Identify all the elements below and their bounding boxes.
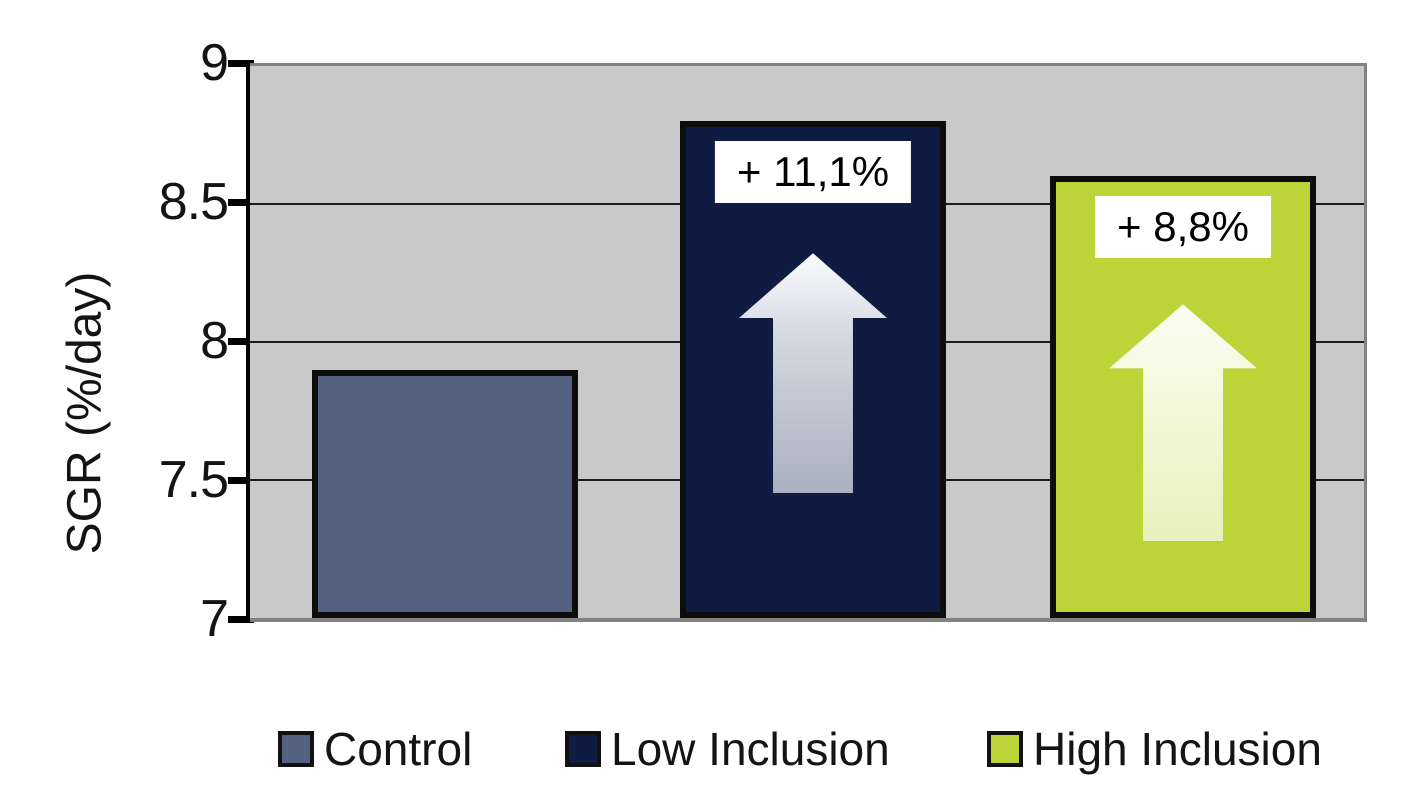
y-tick-label: 7.5 (158, 451, 229, 509)
legend-label-high-inclusion: High Inclusion (1033, 723, 1322, 775)
annotation-low-inclusion: + 11,1% (714, 141, 912, 204)
legend-item-high-inclusion: High Inclusion (987, 722, 1322, 776)
annotation-high-inclusion: + 8,8% (1095, 196, 1271, 259)
legend-item-control: Control (278, 722, 472, 776)
y-axis-tick (228, 616, 254, 623)
legend-item-low-inclusion: Low Inclusion (565, 722, 890, 776)
bar-low-inclusion: + 11,1% (680, 121, 946, 618)
y-tick-label: 8 (200, 312, 229, 370)
y-axis-tick (228, 60, 254, 67)
legend-swatch-control (278, 731, 314, 767)
legend-swatch-low-inclusion (565, 731, 601, 767)
bar-control (312, 369, 578, 618)
up-arrow-icon (1109, 304, 1257, 542)
plot-area: + 11,1% + 8,8% (250, 63, 1367, 622)
y-axis-tick (228, 199, 254, 206)
bar-high-inclusion: + 8,8% (1050, 176, 1316, 618)
y-axis-tick (228, 477, 254, 484)
up-arrow-icon (739, 253, 887, 494)
legend-swatch-high-inclusion (987, 731, 1023, 767)
y-tick-label: 8.5 (158, 173, 229, 231)
legend-label-control: Control (324, 723, 473, 775)
legend-label-low-inclusion: Low Inclusion (611, 723, 890, 775)
y-tick-label: 9 (200, 34, 229, 92)
y-axis-tick (228, 338, 254, 345)
y-tick-label: 7 (200, 590, 229, 648)
